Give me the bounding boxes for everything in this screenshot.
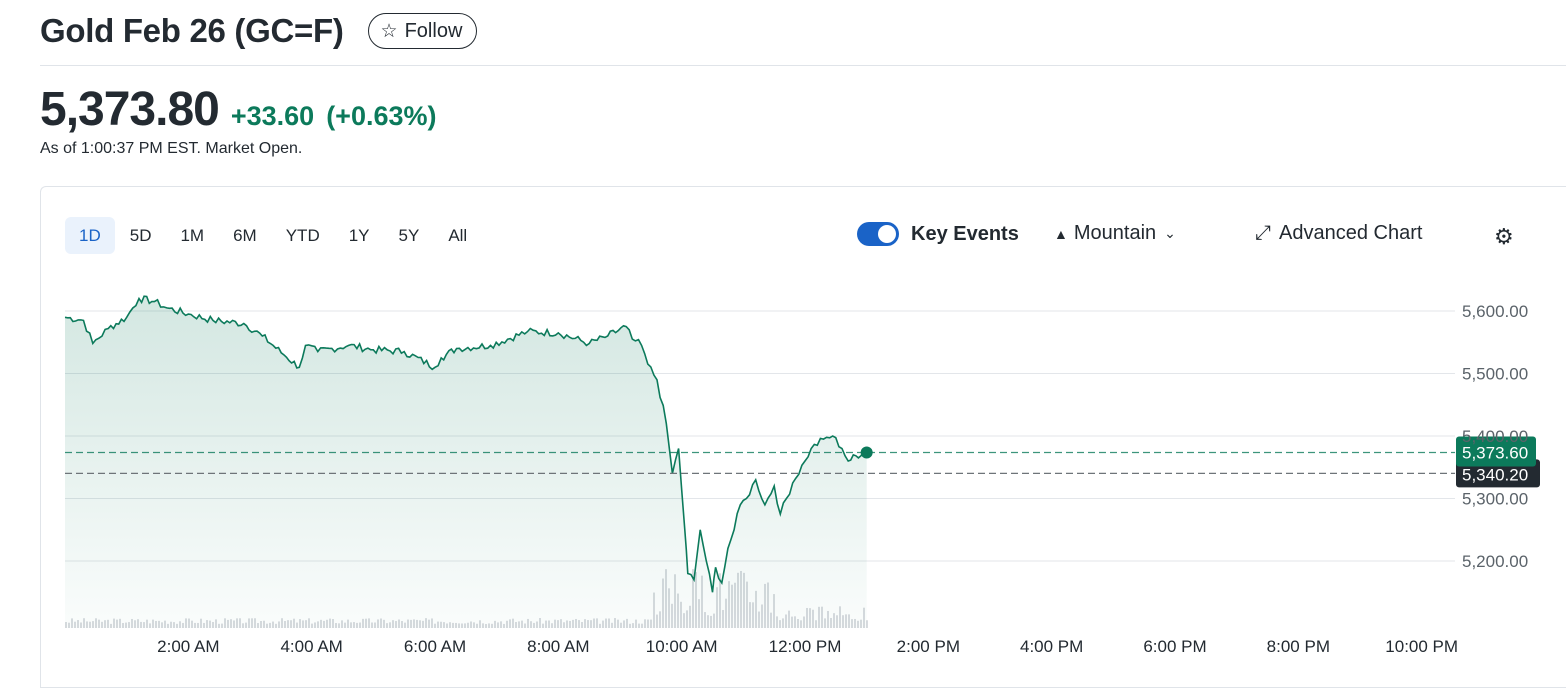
price-change: +33.60 [230, 101, 315, 131]
current-price-tag [1456, 436, 1536, 467]
price-line [64, 295, 867, 593]
follow-button[interactable]: ☆ Follow [367, 13, 478, 49]
advanced-chart-label: Advanced Chart [1279, 222, 1423, 244]
chevron-down-icon: ⌄ [1164, 225, 1176, 241]
follow-label: Follow [404, 19, 463, 42]
x-tick-label: 8:00 AM [527, 637, 589, 656]
y-tick-label: 5,400.00 [1462, 427, 1528, 446]
x-tick-label: 10:00 AM [646, 637, 718, 656]
x-tick-label: 4:00 AM [280, 637, 342, 656]
x-tick-label: 6:00 PM [1143, 637, 1206, 656]
y-tick-label: 5,200.00 [1462, 552, 1528, 571]
page-title: Gold Feb 26 (GC=F) [40, 12, 344, 49]
range-1d[interactable]: 1D [65, 217, 115, 254]
range-5d[interactable]: 5D [129, 225, 152, 245]
x-tick-label: 2:00 PM [897, 637, 960, 656]
range-1y[interactable]: 1Y [348, 225, 370, 245]
expand-icon: ⤢ [1255, 222, 1271, 244]
y-tick-label: 5,500.00 [1462, 365, 1528, 384]
previous-close-label: 5,340.20 [1462, 465, 1528, 484]
header-divider [40, 65, 1566, 66]
mountain-icon: ▲ [1054, 225, 1068, 242]
current-price-label: 5,373.60 [1462, 444, 1528, 463]
range-selector: 1D 5D 1M 6M YTD 1Y 5Y All [65, 217, 482, 254]
current-price: 5,373.80 [40, 83, 220, 136]
x-tick-label: 12:00 PM [769, 637, 842, 656]
chart-style-dropdown[interactable]: ▲ Mountain ⌄ [1054, 222, 1176, 245]
key-events-label: Key Events [911, 222, 1019, 245]
x-tick-label: 8:00 PM [1267, 637, 1330, 656]
x-tick-label: 4:00 PM [1020, 637, 1083, 656]
range-1m[interactable]: 1M [180, 225, 205, 245]
gear-icon[interactable]: ⚙ [1494, 224, 1514, 249]
chart-style-label: Mountain [1073, 222, 1157, 244]
volume-bar [866, 620, 868, 628]
current-price-marker [860, 446, 873, 459]
x-tick-label: 2:00 AM [157, 637, 219, 656]
quote-timestamp: As of 1:00:37 PM EST. Market Open. [40, 140, 303, 157]
price-change-percent: (+0.63%) [326, 101, 437, 131]
y-tick-label: 5,600.00 [1462, 302, 1528, 321]
range-ytd[interactable]: YTD [285, 225, 320, 245]
range-6m[interactable]: 6M [233, 225, 257, 245]
key-events-toggle[interactable] [857, 222, 899, 246]
range-5y[interactable]: 5Y [398, 225, 420, 245]
star-icon: ☆ [380, 20, 398, 42]
x-tick-label: 10:00 PM [1385, 637, 1458, 656]
y-tick-label: 5,300.00 [1462, 490, 1528, 509]
x-tick-label: 6:00 AM [404, 637, 466, 656]
range-all[interactable]: All [448, 225, 468, 245]
toggle-knob [878, 225, 896, 243]
price-area [65, 296, 867, 628]
advanced-chart-button[interactable]: ⤢ Advanced Chart [1255, 222, 1422, 245]
